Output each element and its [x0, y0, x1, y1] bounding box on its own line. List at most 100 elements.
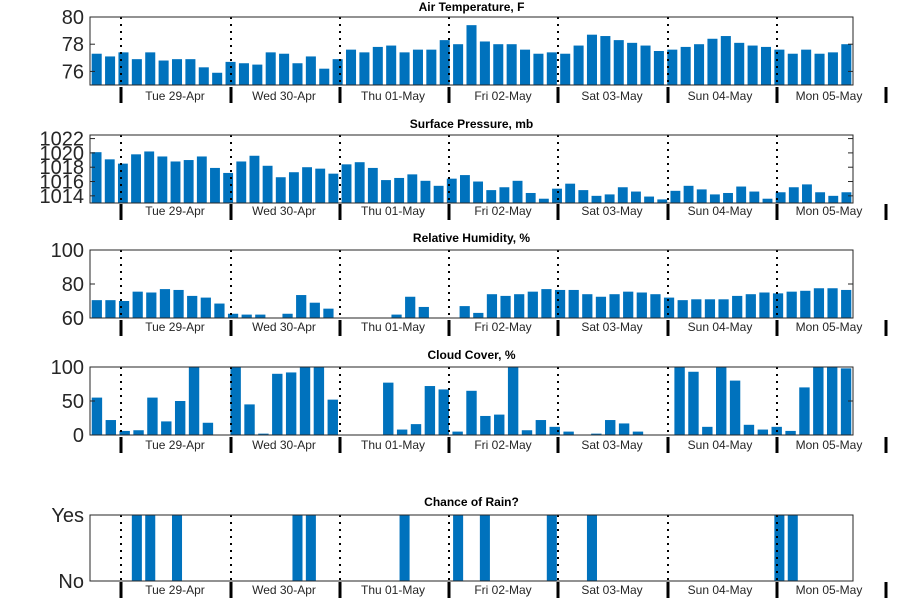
day-tick [338, 87, 342, 103]
bar [670, 190, 681, 203]
bar [145, 52, 156, 85]
x-day-label: Wed 30-Apr [252, 438, 316, 452]
bar [840, 368, 852, 435]
bar [433, 185, 444, 203]
bar [265, 52, 276, 85]
bar [117, 163, 128, 203]
panel-4: 0 50 100 Cloud Cover, % Tue 29-Apr Wed 30-Apr… [51, 348, 888, 453]
bar [383, 382, 394, 435]
x-day-label: Sat 03-May [581, 89, 642, 103]
day-tick [666, 204, 670, 220]
bar [480, 415, 491, 435]
bar [238, 63, 249, 85]
plot-border [89, 514, 854, 582]
x-day-label: Fri 02-May [474, 89, 531, 103]
day-tick [119, 320, 123, 336]
bar [410, 424, 422, 435]
x-day-label: Sat 03-May [581, 583, 642, 597]
bar [762, 198, 773, 203]
bar [677, 300, 688, 318]
bar [309, 302, 320, 318]
bar [292, 63, 303, 85]
bar [586, 34, 597, 85]
bar [493, 44, 504, 85]
bar [346, 49, 357, 85]
bar [105, 56, 116, 85]
y-tick-label: 60 [62, 308, 84, 330]
bar [709, 194, 720, 203]
day-tick [338, 437, 342, 453]
bar [743, 424, 755, 435]
day-tick [447, 582, 451, 598]
y-tick-label: 1014 [40, 186, 85, 208]
bar [275, 177, 286, 203]
bar [479, 41, 490, 85]
y-tick-label: Yes [51, 505, 84, 527]
bar [282, 313, 293, 318]
bar [785, 430, 796, 435]
x-day-label: Sat 03-May [581, 320, 642, 334]
bar [772, 293, 784, 318]
bar [459, 306, 470, 318]
bar [212, 72, 223, 85]
bar [399, 52, 410, 85]
bar [813, 288, 825, 318]
bar [500, 295, 511, 318]
x-day-label: Tue 29-Apr [145, 438, 205, 452]
bar [288, 172, 299, 203]
bar [453, 44, 464, 85]
bar [420, 180, 431, 203]
bar [459, 175, 470, 203]
bar [171, 515, 183, 581]
bar [305, 56, 316, 85]
bar [292, 515, 303, 581]
bar [623, 291, 634, 318]
bar [466, 25, 477, 85]
bar [535, 420, 547, 435]
bar [841, 44, 852, 85]
bar [787, 515, 798, 581]
bar [249, 155, 260, 203]
bar [439, 40, 450, 85]
bar [702, 426, 713, 435]
y-tick-label: 1016 [40, 172, 85, 194]
bar [399, 515, 410, 581]
x-day-label: Sat 03-May [581, 204, 642, 218]
day-tick [556, 87, 560, 103]
bar [146, 292, 157, 318]
bar [132, 291, 143, 318]
day-tick [775, 87, 779, 103]
bar [174, 401, 186, 435]
bar [826, 367, 838, 435]
bar [332, 59, 343, 85]
bar [145, 515, 156, 581]
x-day-label: Thu 01-May [361, 583, 425, 597]
bar [227, 313, 239, 318]
bar [202, 422, 214, 435]
bar [800, 290, 811, 318]
bar [133, 430, 144, 435]
bar [688, 371, 699, 435]
day-tick [338, 582, 342, 598]
bar [91, 53, 102, 85]
day-tick [556, 320, 560, 336]
bar [305, 515, 316, 581]
y-tick-label: 78 [62, 34, 84, 56]
bar [815, 192, 826, 203]
day-tick [119, 87, 123, 103]
day-tick [884, 437, 888, 453]
day-tick [775, 204, 779, 220]
day-tick [556, 437, 560, 453]
bar [541, 289, 552, 318]
bar [841, 192, 852, 203]
day-tick [229, 320, 233, 336]
bar [527, 291, 538, 318]
day-tick [666, 437, 670, 453]
bar [391, 314, 402, 318]
bar [627, 42, 638, 85]
bar [486, 190, 497, 203]
bar [683, 185, 694, 203]
day-tick [447, 87, 451, 103]
bar [372, 46, 383, 85]
bar [525, 192, 536, 203]
